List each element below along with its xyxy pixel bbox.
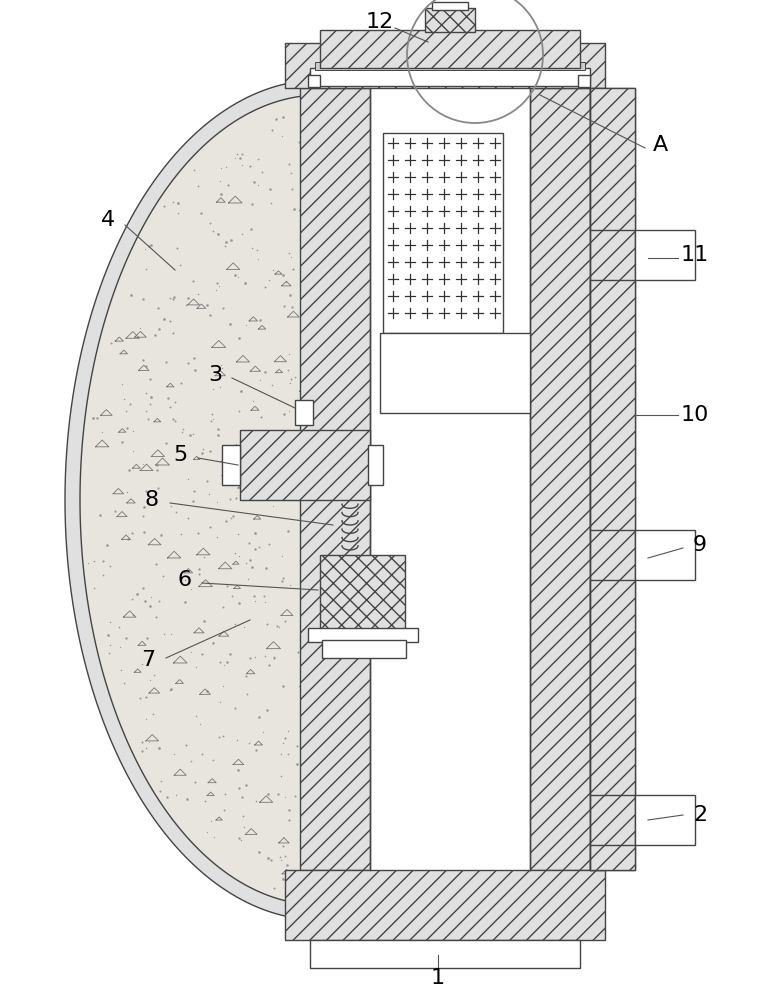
Text: A: A	[652, 135, 668, 155]
Bar	[425, 8, 475, 32]
Bar	[285, 870, 605, 940]
Bar	[240, 430, 370, 500]
Bar	[590, 280, 635, 530]
Text: 6: 6	[178, 570, 192, 590]
Bar	[320, 30, 580, 68]
Bar	[590, 88, 635, 230]
Bar	[432, 2, 468, 10]
Bar	[590, 845, 635, 870]
Bar	[425, 8, 475, 32]
Text: 12: 12	[366, 12, 394, 32]
Bar	[308, 75, 320, 87]
Bar	[590, 580, 635, 795]
Bar	[530, 88, 590, 870]
Bar	[322, 640, 406, 658]
Bar	[368, 445, 383, 485]
Bar	[370, 88, 530, 870]
Text: 5: 5	[173, 445, 187, 465]
Bar	[590, 88, 635, 230]
Bar	[315, 62, 585, 70]
Bar	[310, 940, 580, 968]
Bar	[285, 870, 605, 940]
Bar	[380, 333, 530, 413]
Bar	[285, 43, 605, 88]
Bar	[635, 230, 695, 280]
Text: 8: 8	[145, 490, 159, 510]
Text: 11: 11	[681, 245, 709, 265]
Bar	[320, 555, 405, 630]
Bar	[590, 580, 635, 795]
Bar	[295, 400, 313, 425]
Text: 1: 1	[431, 968, 445, 988]
Bar	[222, 445, 240, 485]
Bar	[590, 845, 635, 870]
Bar	[590, 88, 635, 870]
Bar	[590, 88, 635, 870]
Bar	[300, 88, 370, 870]
Bar	[530, 88, 590, 870]
Polygon shape	[80, 95, 320, 905]
Bar	[590, 280, 635, 530]
Bar	[308, 628, 418, 642]
Text: 9: 9	[693, 535, 707, 555]
Bar	[635, 795, 695, 845]
Bar	[285, 43, 605, 88]
Text: 4: 4	[101, 210, 115, 230]
Bar	[635, 530, 695, 580]
Bar	[310, 68, 590, 86]
Bar	[300, 88, 370, 870]
Bar	[383, 133, 503, 333]
Text: 3: 3	[208, 365, 222, 385]
Text: 2: 2	[693, 805, 707, 825]
Bar	[320, 555, 405, 630]
Bar	[240, 430, 370, 500]
Polygon shape	[65, 80, 320, 920]
Bar	[578, 75, 590, 87]
Bar	[320, 30, 580, 68]
Text: 10: 10	[681, 405, 709, 425]
Text: 7: 7	[141, 650, 155, 670]
